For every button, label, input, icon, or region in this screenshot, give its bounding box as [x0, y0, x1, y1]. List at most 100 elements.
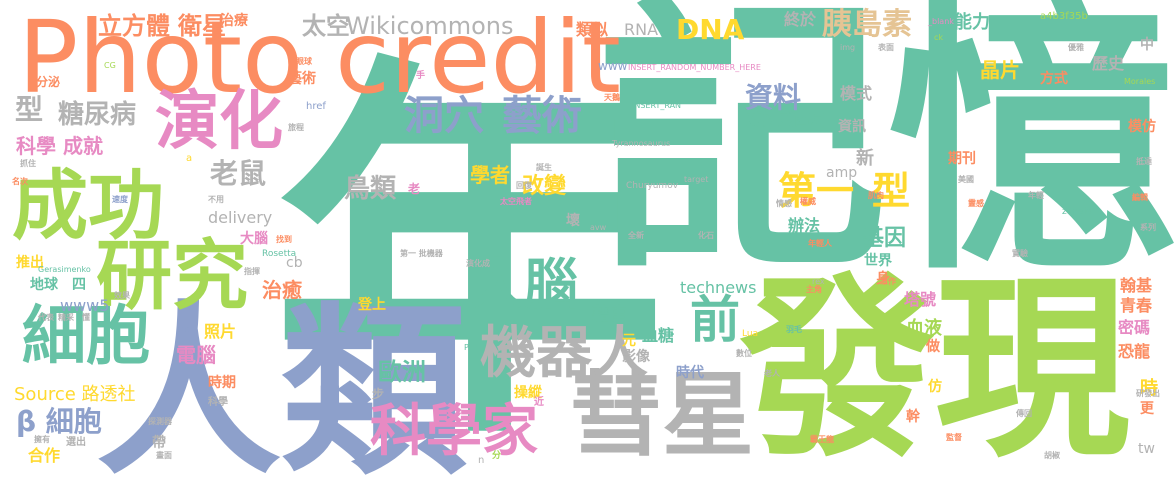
word-www: www — [598, 59, 628, 73]
word-rex: rex — [812, 277, 825, 286]
word-tanceqi: 探測器 — [148, 417, 172, 426]
word-zhiliao: 治療 — [220, 13, 248, 29]
word-ziliao: 資料 — [745, 81, 802, 114]
word-xibao: 細胞 — [22, 300, 150, 374]
word-avw: avw — [590, 223, 607, 232]
word-daibiao: 代表 — [38, 313, 54, 322]
word-sulaweixi: 蘇拉威西島 — [746, 110, 827, 129]
word-source-reuters: Source 路透社 — [14, 384, 136, 405]
word-gan: 幹 — [906, 409, 920, 425]
word-hanji: 翰基 — [1120, 276, 1153, 295]
word-chuanhui: 傳回 — [1016, 409, 1032, 418]
word-xing: 型 — [872, 169, 911, 213]
word-tahao: 塔號 — [904, 290, 937, 309]
word-tiane: 天鵝 — [604, 93, 620, 102]
word-weixing: 衛星 — [178, 12, 226, 40]
word-tw: tw — [1138, 441, 1155, 457]
word-caozong: 操縱 — [514, 385, 542, 401]
word-kexue-small: 科學 — [208, 397, 228, 408]
word-shengwuxuejia: 生物學家 — [1042, 377, 1074, 386]
word-youya: 優雅 — [1068, 43, 1084, 52]
word-beta-xibao: β 細胞 — [16, 405, 102, 438]
word-moshi: 模式 — [840, 84, 873, 103]
word-zhujiao: 主角 — [806, 285, 822, 294]
word-rna: RNA — [624, 20, 659, 39]
word-morales: Morales — [1124, 77, 1156, 86]
word-laoren: 老人 — [764, 369, 780, 378]
word-danao: 大腦 — [240, 231, 268, 247]
word-kexuejia: 科學家 — [370, 399, 538, 464]
word-kexue-chengjiu: 科學 成就 — [16, 134, 103, 158]
word-nengli: 能力 — [954, 12, 990, 33]
word-huamian: 畫面 — [156, 451, 172, 460]
word-qian: 前 — [690, 291, 740, 349]
word-src: src — [176, 325, 190, 335]
word-shi: 時 — [1140, 378, 1158, 399]
word-shuwei: 數位 — [736, 349, 752, 358]
word-yanhua: 演化 — [155, 85, 283, 159]
word-hujiao: 胡椒 — [1044, 451, 1060, 460]
word-img: img — [840, 43, 856, 52]
word-nianqingren: 年輕人 — [808, 239, 832, 248]
word-tyrannosaurus: Tyrannosaurus — [612, 139, 671, 148]
word-shidai: 時代 — [676, 365, 704, 381]
word-qinggan: 情感 — [776, 199, 792, 208]
word-cg: CG — [104, 61, 116, 70]
word-jingpian: 晶片 — [980, 58, 1020, 82]
word-wikicommons: Wikicommons — [346, 12, 514, 40]
word-yanjiu: 研究 — [96, 231, 248, 320]
word-konglong: 恐龍 — [1118, 342, 1151, 361]
word-banfa: 辦法 — [788, 216, 821, 235]
word-xueye: 血液 — [906, 318, 942, 339]
word-n: n — [478, 455, 485, 466]
word-a4b3f35b: a4b3f35b — [1040, 11, 1088, 22]
word-nianqing: 年輕 — [1028, 191, 1044, 200]
word-www5: www5 — [60, 296, 110, 315]
word-gongzuo: 工作 — [880, 277, 896, 286]
word-yishu-2: 藝術 — [288, 71, 316, 87]
word-lifangti: 立方體 — [98, 12, 170, 40]
word-yanqiu: 眼球 — [296, 57, 312, 66]
word-shijie: 世界 — [864, 253, 892, 269]
word-php: php — [744, 230, 775, 249]
word-diyi: 第一 — [778, 169, 855, 213]
word-bawanglong: 霸王龍 — [810, 435, 834, 444]
word-leisi: 類似 — [576, 20, 609, 39]
word-ck: ck — [934, 33, 944, 42]
word-jiyin: 基因 — [862, 226, 907, 251]
word-huifu: 回復 — [516, 181, 532, 190]
word-gaibian: 改變 — [522, 174, 567, 199]
word-shiqi: 時期 — [208, 375, 236, 391]
word-gerasimenko: Gerasimenko — [38, 265, 91, 274]
word-dai: 帶 — [152, 435, 166, 451]
word-zhongyu: 終於 — [784, 10, 817, 29]
word-ouzhou: 歐洲 — [378, 358, 426, 386]
word-fangshi: 方式 — [1040, 71, 1068, 87]
word-bu: 步 — [372, 387, 385, 401]
word-lishi: 歷史 — [1092, 54, 1125, 73]
word-fenmi: 分泌 — [36, 75, 61, 89]
word-xuezhe: 學者 — [470, 163, 510, 187]
word-huai: 壞 — [566, 213, 580, 229]
word-yanhuacheng: 演化成 — [466, 259, 490, 268]
word-mofang: 模仿 — [1128, 119, 1156, 135]
word-dansheng: 誕生 — [536, 163, 552, 172]
word-technews: technews — [680, 278, 757, 297]
word-yongyou: 擁有 — [34, 435, 50, 444]
word-yishu: 藝術 — [502, 93, 582, 139]
word-zhihui: 指揮 — [244, 267, 260, 276]
word-dengshang: 登上 — [358, 297, 386, 313]
word-lvcheng: 旅程 — [288, 123, 304, 132]
word-yingxiang: 影像 — [622, 349, 650, 365]
word-yumao: 羽毛 — [786, 325, 802, 334]
word-diyipijiqi: 第一 批機器 — [400, 249, 443, 258]
word-insert-ran: INSERT_RAN — [632, 101, 682, 110]
word-diqiu: 地球 — [30, 277, 58, 293]
word-nian: 年 — [272, 27, 667, 482]
word-biaomian: 表面 — [878, 43, 894, 52]
word-lua: Lua — [742, 329, 759, 339]
word-tangniaobing: 糖尿病 — [58, 100, 137, 130]
word-zhiyu: 治癒 — [262, 278, 302, 302]
word-shen: 身 — [876, 271, 890, 287]
word-zixun: 資訊 — [838, 119, 866, 135]
